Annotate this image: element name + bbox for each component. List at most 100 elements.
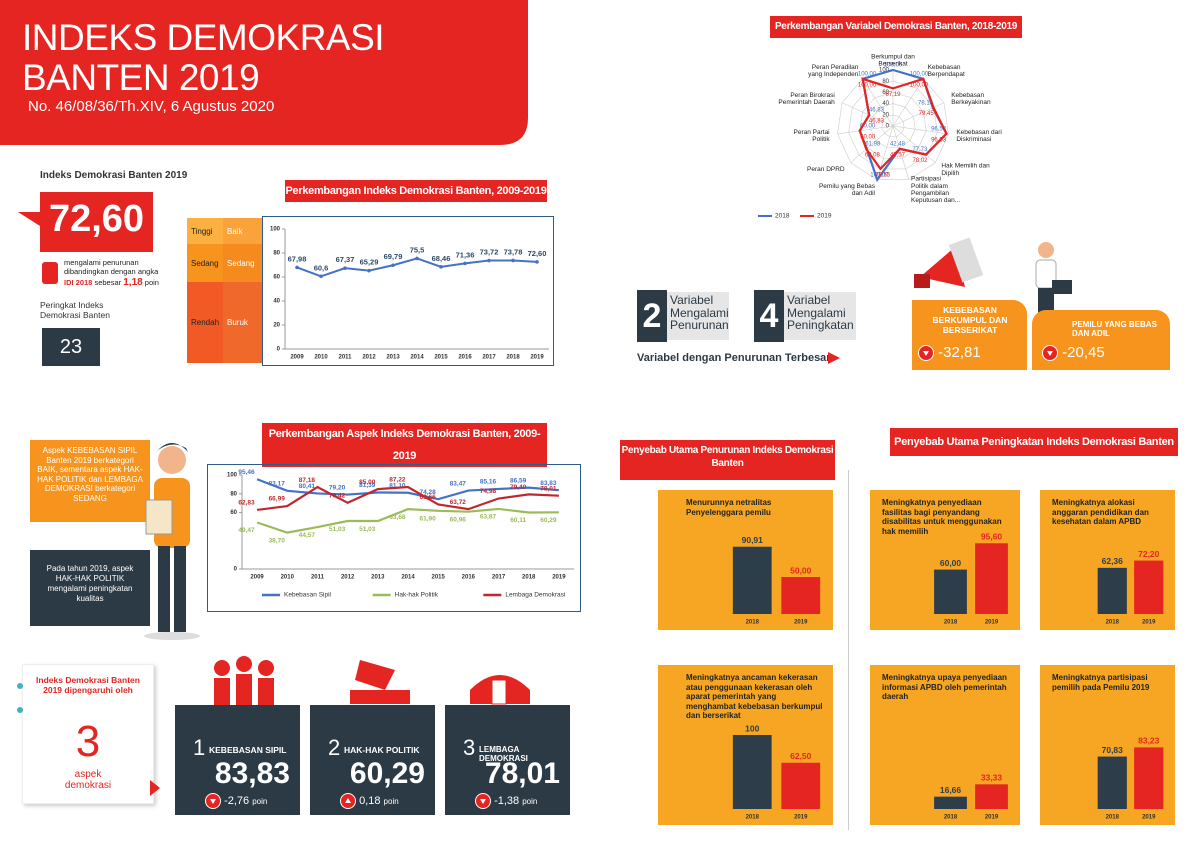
axis-label: Peran DPRD xyxy=(807,166,845,173)
aspects-intro: Indeks Demokrasi Banten 2019 dipengaruhi… xyxy=(36,675,140,696)
x-tick-label: 2019 xyxy=(1142,620,1156,626)
r-tick-label: 20 xyxy=(882,112,889,118)
data-label: 96,53 xyxy=(931,126,947,132)
cause-card: Meningkatnya partisipasi pemilih pada Pe… xyxy=(1040,665,1175,825)
note-box: Aspek KEBEBASAN SIPIL Banten 2019 berkat… xyxy=(30,440,150,522)
data-label: 75,5 xyxy=(410,245,425,254)
cause-card: Meningkatnya alokasi anggaran pendidikan… xyxy=(1040,490,1175,630)
x-tick-label: 2016 xyxy=(458,355,472,361)
data-label: 95,60 xyxy=(981,532,1003,542)
x-tick-label: 2015 xyxy=(432,575,446,581)
divider xyxy=(848,470,849,830)
legend-label: Kebebasan Sipil xyxy=(284,592,332,599)
y-tick-label: 60 xyxy=(273,275,280,281)
x-tick-label: 2018 xyxy=(1106,815,1120,821)
radar-series xyxy=(858,77,948,171)
data-label: 95,46 xyxy=(238,469,255,476)
change-unit: poin xyxy=(383,796,399,806)
axis-label: Kebebasan Berkeyakinan xyxy=(951,92,991,106)
down-icon xyxy=(918,345,934,362)
cause-title: Meningkatnya alokasi anggaran pendidikan… xyxy=(1052,498,1149,527)
data-label: 33,33 xyxy=(981,773,1003,783)
drop-number: -32,81 xyxy=(938,344,981,361)
aspect-change: 0,18 poin xyxy=(340,793,399,809)
x-tick-label: 2009 xyxy=(250,575,264,581)
y-tick-label: 20 xyxy=(273,323,280,329)
data-label: 78,15 xyxy=(918,100,934,106)
band-category: Sedang xyxy=(223,244,262,282)
data-label: 79,40 xyxy=(510,484,527,491)
data-label: 69,79 xyxy=(384,252,403,261)
x-tick-label: 2012 xyxy=(341,575,355,581)
data-label: 70,83 xyxy=(1102,745,1124,755)
aspect-number: 1 xyxy=(193,735,206,760)
data-label: 46,83 xyxy=(869,108,885,114)
note-highlight: IDI 2018 xyxy=(64,277,93,287)
aspect-change: -2,76 poin xyxy=(205,793,267,809)
aspect-card: 1 KEBEBASAN SIPIL 83,83 -2,76 poin xyxy=(175,705,300,815)
data-label: 44,57 xyxy=(299,532,316,539)
rank-value: 23 xyxy=(42,328,100,366)
spoke xyxy=(876,125,894,180)
x-tick-label: 2019 xyxy=(794,815,808,821)
person-illustration xyxy=(144,443,200,640)
data-label: 61,90 xyxy=(419,516,436,523)
data-label: 83,47 xyxy=(450,480,467,487)
aspect-value: 83,83 xyxy=(214,757,290,790)
point xyxy=(535,260,539,264)
aspect-value: 60,29 xyxy=(349,757,425,790)
data-label: 86,59 xyxy=(510,477,527,484)
data-label: 60,00 xyxy=(860,123,876,129)
header-title: INDEKS DEMOKRASI BANTEN 2019 xyxy=(22,18,385,98)
point xyxy=(295,265,299,270)
y-tick-label: 60 xyxy=(230,510,237,516)
point xyxy=(439,265,443,269)
chart-title: Perkembangan Indeks Demokrasi Banten, 20… xyxy=(285,180,547,202)
person-icon xyxy=(1035,242,1072,314)
line-chart: 0 60 80 100 2009 2010 2011 2012 2013 2014 2015 2016… xyxy=(207,464,581,612)
x-tick-label: 2018 xyxy=(746,620,760,626)
grid-ring xyxy=(837,69,949,181)
axis-label: Kebebasan Berpendapat xyxy=(928,64,965,78)
aspect-value: 78,01 xyxy=(484,757,560,790)
down-count: 2 xyxy=(637,290,667,342)
bar-chart: 70,83 2018 83,23 2019 xyxy=(1097,736,1164,821)
point xyxy=(487,258,491,263)
band-category: Baik xyxy=(223,218,262,244)
data-label: 83,83 xyxy=(540,480,557,487)
y-tick-label: 80 xyxy=(273,251,280,257)
point xyxy=(511,258,515,263)
pointer xyxy=(150,780,160,796)
data-label: 51,03 xyxy=(329,526,346,533)
spoke xyxy=(892,125,910,180)
line-chart: 0 20 40 60 80 100 2009 2010 2011 2012 2013 2014 2015… xyxy=(262,216,554,366)
spoke xyxy=(892,125,936,163)
spoke xyxy=(841,102,894,127)
data-label: 60,00 xyxy=(860,134,876,140)
data-label: 81,10 xyxy=(389,482,406,489)
spoke xyxy=(850,125,894,163)
data-label: 51,03 xyxy=(359,526,376,533)
bar xyxy=(1097,567,1127,614)
y-tick-label: 40 xyxy=(273,299,280,305)
data-label: 72,60 xyxy=(528,249,547,258)
r-tick-label: 80 xyxy=(882,79,889,85)
data-label: 60,29 xyxy=(540,517,557,524)
axis-label: Peran Partai Politik xyxy=(794,129,831,143)
x-tick-label: 2013 xyxy=(386,355,400,361)
y-tick-label: 0 xyxy=(277,347,281,353)
data-label: 60,6 xyxy=(314,263,329,272)
aspect-change: -1,38 poin xyxy=(475,793,537,809)
cause-card: Meningkatnya upaya penyediaan informasi … xyxy=(870,665,1020,825)
spoke xyxy=(892,78,924,127)
data-label: 63,08 xyxy=(865,153,881,159)
band: Tinggi Baik xyxy=(187,218,262,244)
header-subtitle: No. 46/08/36/Th.XIV, 6 Agustus 2020 xyxy=(28,98,275,115)
cause-title: Meningkatnya ancaman kekerasan atau peng… xyxy=(686,673,823,721)
arrow-icon xyxy=(828,352,840,364)
data-label: 73,78 xyxy=(504,247,523,256)
y-tick-label: 100 xyxy=(227,473,238,479)
legend-label: Hak-hak Politik xyxy=(395,592,439,599)
bar-chart: 62,36 2018 72,20 2019 xyxy=(1097,549,1164,626)
